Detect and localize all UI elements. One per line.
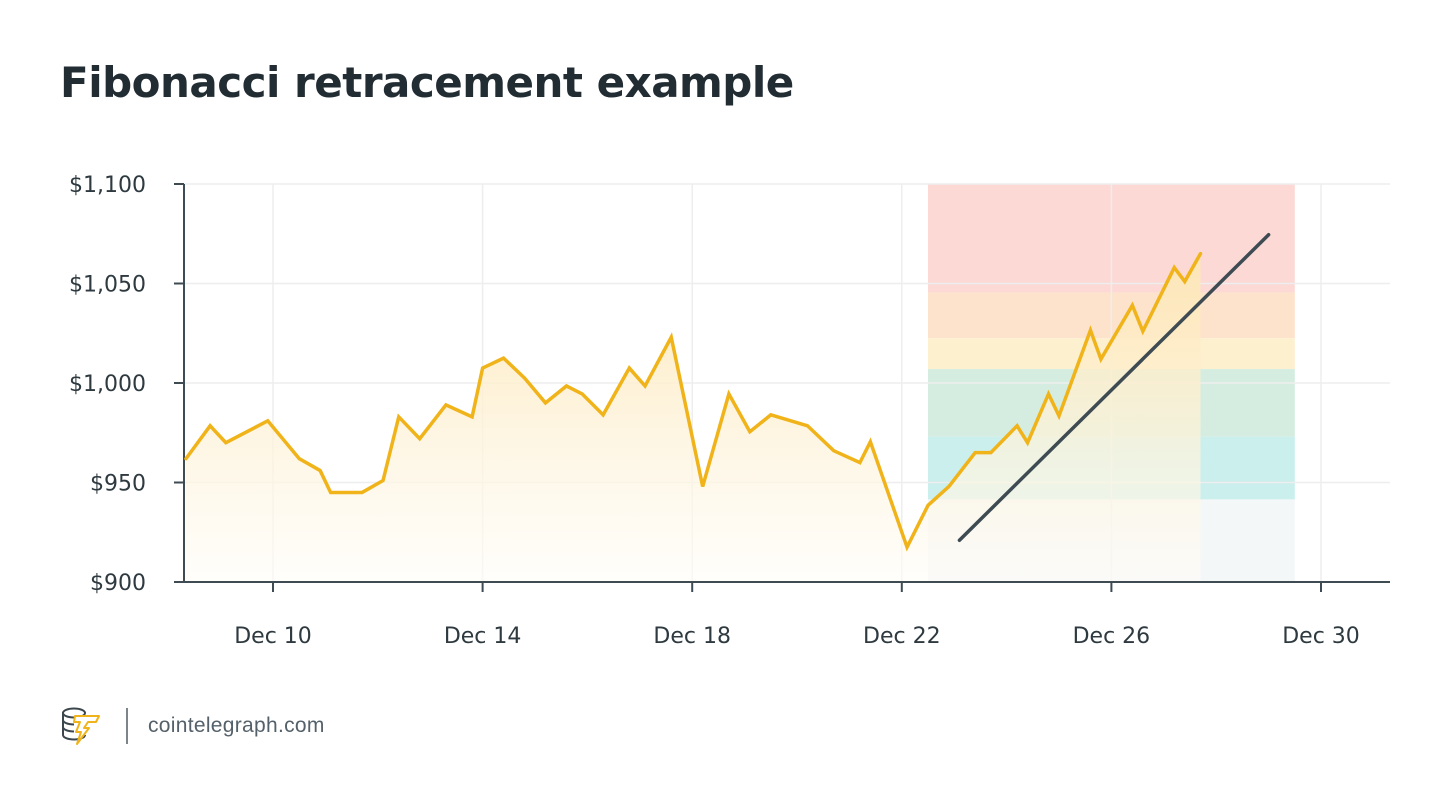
y-tick-label: $950 (90, 472, 146, 497)
cointelegraph-logo-icon (62, 707, 100, 745)
x-tick-label: Dec 26 (1073, 624, 1151, 649)
price-line (184, 251, 1203, 552)
price-area-fill (186, 253, 1201, 582)
y-axis-labels: $900 $950 $1,000 $1,050 $1,100 (69, 173, 146, 596)
chart-title: Fibonacci retracement example (60, 58, 794, 107)
y-tick-label: $1,050 (69, 273, 146, 298)
footer-divider (126, 708, 128, 744)
footer: cointelegraph.com (58, 704, 325, 748)
x-tick-label: Dec 22 (863, 624, 941, 649)
y-tick-label: $900 (90, 571, 146, 596)
axes (174, 183, 1390, 592)
site-url: cointelegraph.com (148, 714, 325, 737)
x-tick-label: Dec 18 (653, 624, 731, 649)
x-tick-label: Dec 10 (234, 624, 312, 649)
trend-line (957, 232, 1271, 542)
y-tick-label: $1,100 (69, 173, 146, 198)
y-tick-label: $1,000 (69, 372, 146, 397)
x-tick-label: Dec 30 (1282, 624, 1360, 649)
x-tick-label: Dec 14 (444, 624, 522, 649)
x-axis-labels: Dec 10 Dec 14 Dec 18 Dec 22 Dec 26 Dec 30 (234, 624, 1360, 649)
